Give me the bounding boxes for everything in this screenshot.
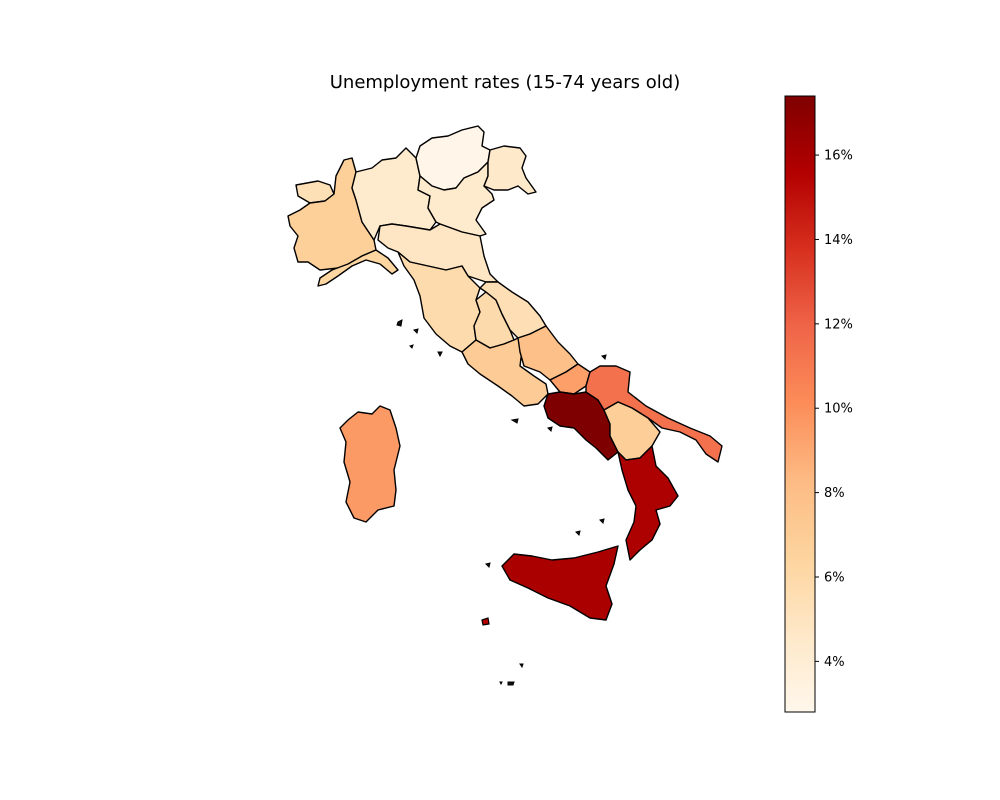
- region-sicilia: [501, 545, 619, 621]
- region-calabria: [617, 445, 679, 561]
- region-friuli: [483, 145, 537, 195]
- region-sardegna: [339, 405, 401, 523]
- colorbar-tick-label: 14%: [824, 233, 853, 248]
- region-liguria: [317, 249, 399, 287]
- colorbar-tick-label: 12%: [824, 317, 853, 332]
- small-islands: [396, 319, 607, 686]
- colorbar-tick-label: 8%: [824, 486, 845, 501]
- colorbar-tick-label: 10%: [824, 402, 853, 417]
- colorbar-ticks: 4% 6% 8% 10% 12% 14% 16%: [815, 149, 853, 670]
- region-lazio: [461, 337, 549, 407]
- colorbar-tick-label: 4%: [824, 655, 845, 670]
- colorbar-gradient: [784, 95, 816, 713]
- colorbar: 4% 6% 8% 10% 12% 14% 16%: [784, 95, 853, 713]
- italy-map: [287, 125, 723, 686]
- colorbar-tick-label: 6%: [824, 570, 845, 585]
- region-veneto: [417, 161, 495, 237]
- colorbar-tick-label: 16%: [824, 149, 853, 164]
- chart-title: Unemployment rates (15-74 years old): [330, 72, 681, 93]
